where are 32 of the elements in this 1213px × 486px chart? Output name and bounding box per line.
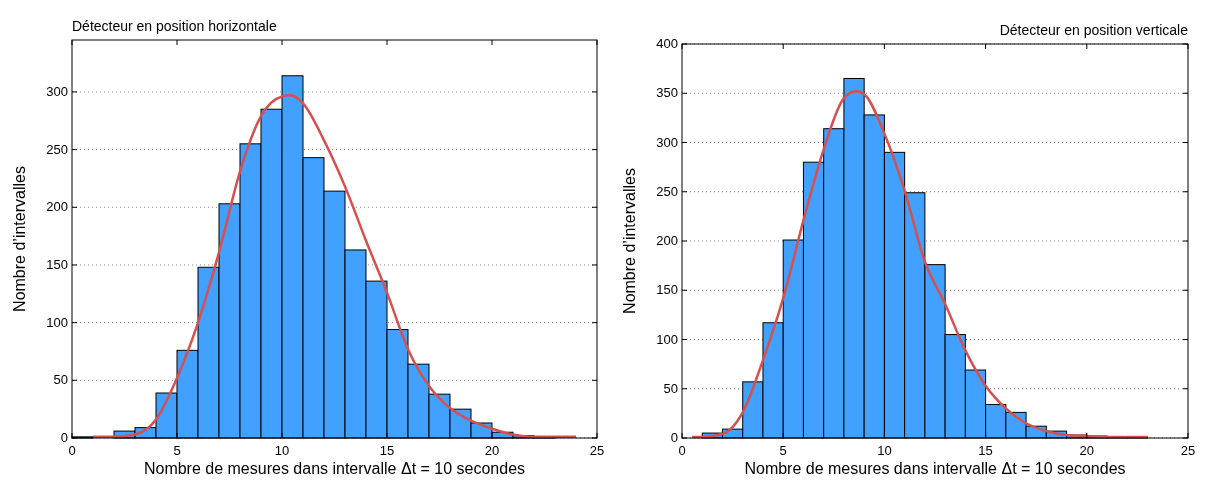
y-tick-label: 150 [656, 282, 678, 298]
chart-title: Détecteur en position verticale [999, 22, 1189, 38]
y-tick-label: 200 [46, 199, 68, 215]
y-tick-label: 400 [656, 36, 678, 51]
x-axis-title: Nombre de mesures dans intervalle Δt = 10 secondes [744, 460, 1126, 477]
y-axis-title: Nombre d’intervalles [11, 166, 28, 312]
y-tick-label: 300 [46, 83, 68, 99]
y-tick-label: 50 [53, 372, 68, 388]
x-tick-label: 10 [877, 443, 892, 458]
x-tick-label: 20 [1079, 443, 1095, 458]
x-axis-title: Nombre de mesures dans intervalle Δt = 10 secondes [143, 460, 526, 477]
y-tick-label: 100 [656, 331, 678, 347]
y-tick-label: 250 [46, 141, 68, 157]
y-tick-label: 250 [656, 183, 678, 199]
y-tick-label: 200 [656, 233, 678, 248]
x-tick-label: 5 [173, 443, 181, 458]
y-tick-label: 300 [656, 134, 678, 150]
x-tick-label: 25 [589, 443, 605, 458]
y-tick-label: 100 [46, 314, 68, 330]
x-tick-label: 25 [1180, 443, 1196, 458]
y-axis-title: Nombre d’intervalles [621, 168, 638, 314]
y-tick-label: 350 [656, 85, 678, 101]
chart-title: Détecteur en position horizontale [72, 18, 277, 34]
y-tick-label: 50 [663, 380, 678, 396]
x-tick-label: 15 [978, 443, 993, 458]
x-tick-label: 20 [484, 443, 500, 458]
x-tick-label: 5 [779, 443, 787, 458]
y-tick-label: 0 [670, 430, 678, 445]
y-tick-label: 0 [60, 430, 68, 445]
y-tick-label: 150 [46, 256, 68, 272]
x-tick-label: 15 [379, 443, 395, 458]
x-tick-label: 10 [274, 443, 290, 458]
